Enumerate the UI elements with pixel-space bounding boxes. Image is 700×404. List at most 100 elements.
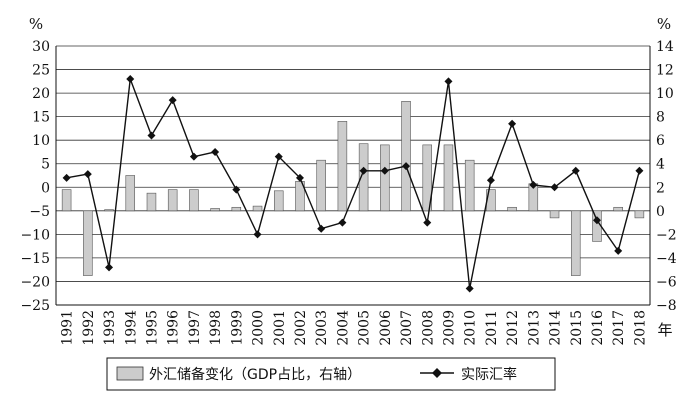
left-tick-label: 15 — [32, 110, 50, 126]
point-1994 — [126, 74, 135, 83]
right-tick-label: 10 — [656, 86, 674, 102]
right-tick-label: −8 — [656, 298, 677, 314]
point-1991 — [62, 173, 71, 182]
x-tick-label: 1999 — [229, 310, 245, 346]
right-axis-unit: % — [657, 15, 671, 33]
point-2010 — [465, 284, 474, 293]
x-axis-unit: 年 — [657, 321, 672, 339]
left-axis-ticks: 30 25 20 15 10 5 0 −5 −10 −15 −20 −25 — [20, 39, 50, 314]
x-tick-label: 2008 — [420, 310, 436, 346]
x-tick-label: 2010 — [463, 310, 479, 346]
right-tick-label: 4 — [656, 157, 665, 173]
x-tick-label: 2003 — [314, 310, 330, 346]
bar-1995 — [146, 192, 157, 212]
x-tick-label: 1992 — [81, 310, 97, 346]
bar-2010 — [464, 159, 475, 212]
point-2004 — [338, 218, 347, 227]
bar-1994 — [125, 175, 136, 212]
x-tick-label: 2012 — [505, 310, 521, 346]
bar-2016 — [592, 210, 602, 242]
point-2011 — [486, 176, 495, 185]
point-2013 — [529, 180, 538, 189]
x-axis-ticks: 1991 1992 1993 1994 1995 1996 1997 1998 1999 2000… — [60, 310, 649, 346]
legend-box — [106, 357, 556, 391]
bar-1997 — [189, 189, 199, 212]
x-tick-label: 1998 — [208, 310, 224, 346]
left-tick-label: 10 — [32, 133, 50, 149]
line-series — [62, 74, 644, 293]
bar-1998 — [210, 208, 220, 212]
bar-1993 — [104, 209, 114, 212]
point-2007 — [402, 162, 411, 171]
bar-1991 — [61, 189, 72, 212]
point-2003 — [317, 224, 326, 233]
point-2002 — [295, 173, 304, 182]
point-2005 — [359, 166, 368, 175]
right-tick-label: 2 — [656, 180, 665, 196]
x-tick-label: 2005 — [357, 310, 373, 346]
x-tick-label: 2016 — [590, 310, 606, 346]
right-tick-label: 8 — [656, 110, 665, 126]
point-2015 — [571, 166, 580, 175]
point-2017 — [614, 246, 623, 255]
left-tick-label: −20 — [20, 274, 50, 290]
point-2000 — [253, 230, 262, 239]
bar-1996 — [167, 189, 178, 212]
x-tick-label: 2014 — [548, 310, 564, 346]
point-2008 — [423, 218, 432, 227]
x-tick-label: 2011 — [484, 310, 500, 346]
legend-bar-label: 外汇储备变化（GDP占比，右轴） — [149, 366, 361, 383]
point-2016 — [592, 216, 601, 225]
bar-1992 — [83, 210, 93, 276]
gridlines — [56, 45, 650, 306]
x-tick-label: 2015 — [569, 310, 585, 346]
point-1996 — [168, 96, 177, 105]
x-tick-label: 1991 — [60, 310, 76, 346]
right-tick-label: 14 — [656, 39, 674, 55]
left-tick-label: −25 — [20, 298, 50, 314]
point-2012 — [508, 119, 517, 128]
point-1999 — [232, 185, 241, 194]
left-axis-unit: % — [29, 15, 43, 33]
bar-2000 — [252, 205, 263, 212]
point-2006 — [380, 166, 389, 175]
right-axis-ticks: 14 12 10 8 6 4 2 0 −2 −4 −6 −8 — [656, 39, 677, 314]
x-tick-label: 1993 — [102, 310, 118, 346]
x-tick-label: 1997 — [187, 310, 203, 346]
point-2018 — [635, 166, 644, 175]
legend: 外汇储备变化（GDP占比，右轴） 实际汇率 — [106, 357, 556, 391]
x-tick-label: 2000 — [251, 310, 267, 346]
x-tick-label: 2004 — [335, 310, 351, 346]
bar-2012 — [507, 206, 517, 212]
bar-2018 — [634, 210, 645, 219]
bar-2008 — [422, 144, 433, 212]
x-tick-label: 1995 — [144, 310, 160, 346]
right-tick-label: 0 — [656, 204, 665, 220]
x-tick-label: 1994 — [123, 310, 139, 346]
point-1993 — [105, 263, 114, 272]
x-tick-label: 2006 — [378, 310, 394, 346]
left-tick-label: 30 — [32, 39, 50, 55]
bar-1999 — [231, 206, 242, 212]
x-tick-label: 2009 — [441, 310, 457, 346]
axes — [55, 46, 651, 306]
left-tick-label: 25 — [32, 63, 50, 79]
right-tick-label: −2 — [656, 227, 677, 243]
bar-2015 — [570, 210, 581, 276]
bar-2005 — [358, 143, 369, 212]
point-1998 — [211, 147, 220, 156]
point-1997 — [189, 152, 198, 161]
x-tick-label: 1996 — [166, 310, 182, 346]
exchange-rate-line — [66, 78, 641, 289]
x-tick-label: 2017 — [611, 310, 627, 346]
bar-2006 — [380, 144, 390, 212]
x-tick-label: 2007 — [399, 310, 415, 346]
bar-2003 — [316, 159, 326, 212]
point-1992 — [83, 170, 92, 179]
legend-line-marker — [432, 368, 442, 378]
bar-2001 — [273, 190, 284, 212]
left-tick-label: −10 — [20, 227, 50, 243]
right-tick-label: −4 — [656, 251, 677, 267]
